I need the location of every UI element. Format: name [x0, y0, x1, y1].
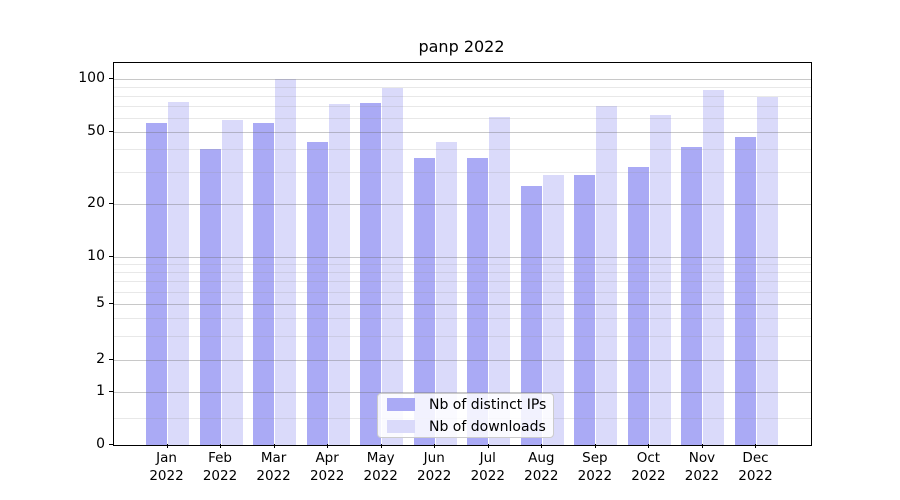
x-tick-label: Aug 2022	[524, 450, 559, 484]
y-tick-mark	[109, 130, 113, 132]
x-tick-mark	[594, 444, 596, 448]
plot-area: Nb of distinct IPs Nb of downloads	[113, 62, 812, 446]
gridline-minor	[114, 281, 811, 283]
bar-distinct-ips-sep	[574, 174, 596, 445]
gridline-major	[114, 256, 811, 258]
gridline-minor	[114, 291, 811, 293]
bar-downloads-nov	[703, 90, 725, 445]
bar-distinct-ips-aug	[520, 186, 542, 445]
x-tick-mark	[380, 444, 382, 448]
x-tick-mark	[755, 444, 757, 448]
gridline-minor	[114, 335, 811, 337]
bar-distinct-ips-jan	[146, 123, 167, 445]
y-tick-mark	[109, 444, 113, 445]
gridline-major	[114, 78, 811, 80]
bar-downloads-mar	[275, 78, 297, 445]
y-tick-mark	[109, 202, 113, 204]
gridline-minor	[114, 117, 811, 119]
x-tick-mark	[166, 444, 168, 448]
y-tick-mark	[109, 390, 113, 392]
gridline-minor	[114, 317, 811, 319]
gridline-minor	[114, 263, 811, 265]
x-tick-label: Apr 2022	[309, 450, 345, 484]
bar-downloads-jun	[435, 141, 457, 445]
bar-downloads-may	[382, 88, 404, 445]
y-tick-label: 50	[87, 122, 105, 139]
bar-downloads-sep	[596, 105, 618, 445]
x-tick-label: Nov 2022	[684, 450, 720, 484]
chart-title: panp 2022	[418, 37, 505, 56]
x-tick-mark	[487, 444, 489, 448]
legend-label-distinct-ips: Nb of distinct IPs	[429, 396, 547, 413]
gridline-minor	[114, 272, 811, 274]
x-tick-label: Mar 2022	[256, 450, 291, 484]
gridline-major	[114, 360, 811, 362]
x-tick-label: May 2022	[363, 450, 398, 484]
x-tick-label: Sep 2022	[577, 450, 613, 484]
gridline-major	[114, 203, 811, 205]
y-tick-label: 1	[96, 382, 105, 399]
bar-downloads-aug	[542, 174, 564, 445]
y-tick-mark	[109, 77, 113, 79]
y-tick-label: 5	[96, 295, 105, 312]
x-tick-mark	[648, 444, 650, 448]
legend-swatch-distinct-ips	[387, 398, 415, 411]
bar-downloads-feb	[221, 120, 243, 445]
x-tick-mark	[327, 444, 329, 448]
bar-distinct-ips-nov	[681, 147, 703, 445]
bar-distinct-ips-apr	[306, 141, 328, 445]
y-tick-label: 0	[96, 436, 105, 452]
x-tick-mark	[273, 444, 275, 448]
gridline-major	[114, 391, 811, 393]
x-tick-label: Jul 2022	[470, 450, 505, 484]
x-tick-label: Dec 2022	[738, 450, 773, 484]
legend-entry-downloads: Nb of downloads	[387, 419, 553, 435]
y-tick-label: 100	[78, 69, 105, 86]
x-tick-label: Feb 2022	[202, 450, 238, 484]
legend-entry-distinct-ips: Nb of distinct IPs	[387, 397, 553, 413]
bar-downloads-jul	[489, 116, 511, 445]
y-tick-label: 2	[96, 351, 105, 368]
x-tick-label: Oct 2022	[631, 450, 666, 484]
x-tick-mark	[541, 444, 543, 448]
x-tick-mark	[701, 444, 703, 448]
bar-downloads-apr	[328, 103, 350, 445]
gridline-major	[114, 131, 811, 133]
bar-distinct-ips-feb	[199, 149, 221, 445]
gridline-major	[114, 304, 811, 306]
bar-distinct-ips-jun	[413, 157, 435, 445]
bar-distinct-ips-dec	[734, 136, 756, 445]
legend-swatch-downloads	[387, 420, 415, 433]
bar-distinct-ips-mar	[253, 123, 275, 445]
bar-distinct-ips-may	[360, 102, 382, 445]
x-tick-mark	[220, 444, 222, 448]
gridline-minor	[114, 171, 811, 173]
bar-downloads-oct	[649, 115, 671, 445]
y-tick-label: 20	[87, 194, 105, 211]
gridline-minor	[114, 105, 811, 107]
bars-layer	[114, 63, 811, 445]
bar-downloads-jan	[168, 101, 189, 445]
y-tick-mark	[109, 303, 113, 305]
gridline-minor	[114, 149, 811, 151]
y-tick-mark	[109, 255, 113, 257]
y-tick-mark	[109, 359, 113, 361]
gridline-minor	[114, 86, 811, 88]
bar-distinct-ips-oct	[627, 166, 649, 445]
legend: Nb of distinct IPs Nb of downloads	[377, 393, 554, 438]
bar-distinct-ips-jul	[467, 157, 489, 445]
legend-label-downloads: Nb of downloads	[429, 418, 546, 435]
gridline-minor	[114, 95, 811, 97]
x-tick-label: Jun 2022	[417, 450, 452, 484]
bar-downloads-dec	[756, 96, 778, 445]
x-tick-mark	[434, 444, 436, 448]
grid-layer	[114, 63, 811, 445]
y-tick-label: 10	[87, 247, 105, 264]
x-tick-label: Jan 2022	[149, 450, 184, 484]
